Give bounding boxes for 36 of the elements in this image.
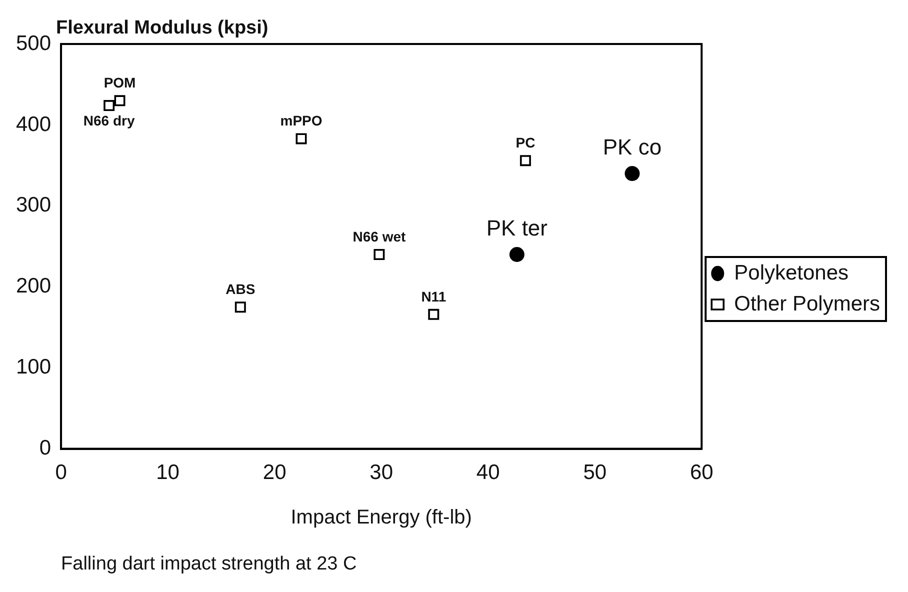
y-tick-label: 500 — [16, 32, 52, 55]
text: Falling dart impact strength at 23 C — [61, 554, 357, 575]
y-tick-label: 300 — [16, 194, 52, 217]
point — [374, 249, 385, 260]
x-tick-label: 10 — [156, 461, 180, 484]
legend-label: Polyketones — [734, 261, 849, 284]
y-tick-label: 100 — [16, 356, 52, 379]
point — [234, 302, 246, 313]
annotation: PK co — [602, 134, 662, 160]
y-tick-label: 400 — [16, 112, 52, 136]
x-tick-label: 50 — [583, 461, 607, 484]
point — [509, 246, 524, 262]
x-tick-label: 20 — [262, 461, 286, 484]
annotation: PK ter — [486, 216, 548, 241]
annotation: POM — [104, 74, 136, 91]
point — [428, 308, 440, 320]
y-tick-label: 200 — [16, 274, 52, 298]
point — [114, 95, 126, 106]
point — [624, 166, 640, 182]
y-tick-label: 0 — [39, 436, 52, 460]
x-axis-title: Impact Energy (ft-lb) — [290, 506, 472, 529]
x-tick-label: 0 — [55, 461, 67, 484]
point — [520, 155, 531, 166]
x-tick-label: 60 — [690, 461, 714, 484]
legend-label: Other Polymers — [734, 292, 880, 316]
x-tick-label: 40 — [476, 461, 500, 484]
point — [296, 133, 307, 144]
annotation: ABS — [226, 280, 256, 297]
x-tick-label: 30 — [370, 461, 394, 484]
annotation: N66 dry — [83, 112, 135, 128]
y-axis-title: Flexural Modulus (kpsi) — [56, 18, 268, 39]
point — [104, 100, 115, 112]
annotation: PC — [516, 134, 536, 150]
annotation: mPPO — [280, 112, 322, 129]
annotation: N66 wet — [352, 228, 406, 244]
annotation: N11 — [421, 288, 446, 304]
